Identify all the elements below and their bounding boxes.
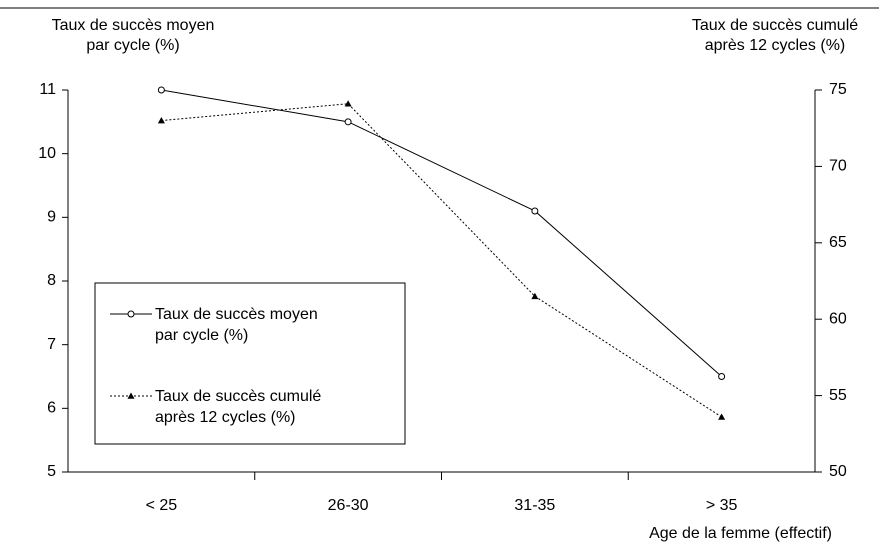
x-axis-title: Age de la femme (effectif) xyxy=(649,525,832,542)
x-tick-label: 31-35 xyxy=(514,497,555,514)
x-tick-label: 26-30 xyxy=(328,497,369,514)
y-tick-label: 9 xyxy=(47,209,56,226)
y2-tick-label: 60 xyxy=(829,310,847,327)
y-tick-label: 7 xyxy=(47,336,56,353)
point xyxy=(344,118,352,126)
y2-tick-label: 50 xyxy=(829,463,847,480)
y2-tick-label: 65 xyxy=(829,234,847,251)
y2-tick-label: 55 xyxy=(829,387,847,404)
series-line xyxy=(161,103,722,418)
point xyxy=(531,292,539,300)
y-tick-label: 6 xyxy=(47,400,56,417)
y-tick-label: 11 xyxy=(39,81,56,98)
x-tick-label: < 25 xyxy=(146,497,178,514)
legend-marker xyxy=(127,310,135,318)
legend-label: Taux de succès cumulé après 12 cycles (%… xyxy=(155,388,322,426)
y2-tick-label: 70 xyxy=(829,158,847,175)
y-tick-label: 10 xyxy=(38,145,56,162)
legend-box xyxy=(94,282,406,445)
point xyxy=(157,117,165,124)
point xyxy=(718,413,726,420)
y-tick-label: 5 xyxy=(47,463,56,480)
y2-tick-label: 75 xyxy=(829,81,847,98)
y-axis-title: Taux de succès moyen par cycle (%) xyxy=(51,17,215,54)
point xyxy=(718,373,726,380)
point xyxy=(157,86,165,94)
point xyxy=(531,207,539,215)
legend-label: Taux de succès moyen par cycle (%) xyxy=(155,306,318,344)
legend-marker xyxy=(127,392,135,399)
point xyxy=(344,100,352,107)
x-tick-label: > 35 xyxy=(706,497,738,514)
y2-axis-title: Taux de succès cumulé après 12 cycles (%… xyxy=(691,17,859,54)
y-tick-label: 8 xyxy=(47,272,56,289)
series-line xyxy=(161,89,722,377)
